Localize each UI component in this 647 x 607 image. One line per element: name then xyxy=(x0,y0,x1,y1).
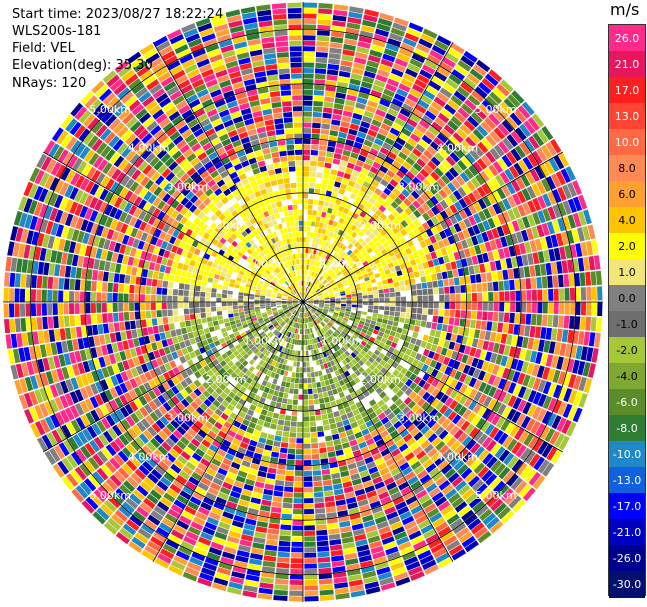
colorbar-tick-label: -1.0 xyxy=(616,318,638,331)
velocity-gates xyxy=(157,155,445,325)
colorbar-tick-label: 8.0 xyxy=(618,162,636,175)
range-ring-label: 3.00km xyxy=(398,412,440,425)
colorbar-segment xyxy=(609,493,645,520)
azimuth-spoke xyxy=(152,41,304,303)
azimuth-spoke xyxy=(42,151,304,303)
ppi-plot: 1.00km 2.00km 3.00km 4.00km 5.00km 1.00km 2.00… xyxy=(3,2,603,602)
azimuth-spoke xyxy=(302,301,564,453)
colorbar-tick-label: 2.0 xyxy=(618,240,636,253)
colorbar-tick-label: -6.0 xyxy=(616,396,638,409)
colorbar-segment xyxy=(609,77,645,104)
colorbar-segment xyxy=(609,467,645,494)
range-ring-label: 2.00km xyxy=(205,219,247,232)
colorbar-tick-label: -4.0 xyxy=(616,370,638,383)
azimuth-spoke xyxy=(152,301,304,563)
range-ring-label: 4.00km xyxy=(128,142,170,155)
range-ring-label: 2.00km xyxy=(205,373,247,386)
velocity-gates xyxy=(7,8,602,587)
colorbar-segment xyxy=(609,441,645,468)
azimuth-spokes xyxy=(3,2,603,602)
colorbar-segment xyxy=(609,545,645,572)
range-ring-labels: 1.00km 2.00km 3.00km 4.00km 5.00km 1.00km 2.00… xyxy=(89,103,516,502)
range-ring-label: 2.00km xyxy=(359,373,401,386)
colorbar-segment xyxy=(609,285,645,312)
colorbar-tick-label: -30.0 xyxy=(612,578,642,591)
colorbar-tick-label: 6.0 xyxy=(618,188,636,201)
colorbar-tick-label: 1.0 xyxy=(618,266,636,279)
nrays-text: NRays: 120 xyxy=(12,76,87,91)
colorbar-tick-label: 17.0 xyxy=(614,84,640,97)
colorbar-tick-label: 4.0 xyxy=(618,214,636,227)
colorbar-tick-label: -13.0 xyxy=(612,474,642,487)
colorbar-segment xyxy=(609,337,645,364)
velocity-gates xyxy=(5,27,592,591)
colorbar-segment xyxy=(609,25,645,52)
colorbar-tick-label: -17.0 xyxy=(612,500,642,513)
colorbar-segment xyxy=(609,571,645,598)
colorbar-unit: m/s xyxy=(610,0,640,19)
colorbar-tick-label: -10.0 xyxy=(612,448,642,461)
range-ring-label: 4.00km xyxy=(436,142,478,155)
colorbar-tick-label: -26.0 xyxy=(612,552,642,565)
velocity-gates xyxy=(14,9,592,587)
azimuth-spoke xyxy=(302,301,454,563)
colorbar-segment xyxy=(609,363,645,390)
colorbar-segment xyxy=(609,389,645,416)
range-ring-label: 5.00km xyxy=(475,489,517,502)
start-time-text: Start time: 2023/08/27 18:22:24 xyxy=(12,7,224,22)
colorbar-segment xyxy=(609,519,645,546)
range-ring-label: 1.00km xyxy=(244,257,286,270)
colorbar-tick-label: -2.0 xyxy=(616,344,638,357)
range-ring-label: 5.00km xyxy=(89,489,131,502)
azimuth-spoke xyxy=(302,151,564,303)
range-ring-label: 4.00km xyxy=(436,450,478,463)
colorbar-segment xyxy=(609,51,645,78)
colorbar-segment xyxy=(609,103,645,130)
azimuth-spoke xyxy=(302,41,454,303)
range-ring-label: 1.00km xyxy=(244,335,286,348)
colorbar-segment xyxy=(609,181,645,208)
colorbar-tick-label: 0.0 xyxy=(618,292,636,305)
velocity-gates xyxy=(18,2,597,595)
colorbar-tick-label: -8.0 xyxy=(616,422,638,435)
colorbar-segment xyxy=(609,207,645,234)
range-ring-label: 3.00km xyxy=(167,180,209,193)
range-ring-label: 5.00km xyxy=(89,103,131,116)
colorbar-tick-label: 26.0 xyxy=(614,32,640,45)
colorbar-segment xyxy=(609,311,645,338)
range-ring-label: 1.00km xyxy=(321,335,363,348)
colorbar-segment xyxy=(609,259,645,286)
field-text: Field: VEL xyxy=(12,41,75,56)
range-ring-label: 1.00km xyxy=(321,257,363,270)
colorbar-segment xyxy=(609,233,645,260)
colorbar-tick-label: 13.0 xyxy=(614,110,640,123)
colorbar-tick-label: 21.0 xyxy=(614,58,640,71)
colorbar-segment xyxy=(609,129,645,156)
velocity-gates xyxy=(178,280,445,321)
colorbar-segment xyxy=(609,415,645,442)
elevation-text: Elevation(deg): 35.30 xyxy=(12,58,153,73)
colorbar-tick-label: -21.0 xyxy=(612,526,642,539)
velocity-gates xyxy=(3,19,597,602)
velocity-gates xyxy=(186,303,440,446)
azimuth-spoke xyxy=(42,301,304,453)
colorbar-tick-label: 10.0 xyxy=(614,136,640,149)
colorbar: 26.0 21.0 17.0 13.0 10.0 8.0 6.0 4.0 2.0 1.0 0.0 -1… xyxy=(608,24,646,598)
range-ring-label: 3.00km xyxy=(398,180,440,193)
velocity-gates xyxy=(19,8,594,602)
range-ring-label: 5.00km xyxy=(475,103,517,116)
range-ring-label: 3.00km xyxy=(167,412,209,425)
range-ring-label: 2.00km xyxy=(359,219,401,232)
velocity-sectors xyxy=(3,2,603,602)
range-ring-label: 4.00km xyxy=(128,450,170,463)
instrument-text: WLS200s-181 xyxy=(12,24,102,39)
colorbar-segment xyxy=(609,155,645,182)
